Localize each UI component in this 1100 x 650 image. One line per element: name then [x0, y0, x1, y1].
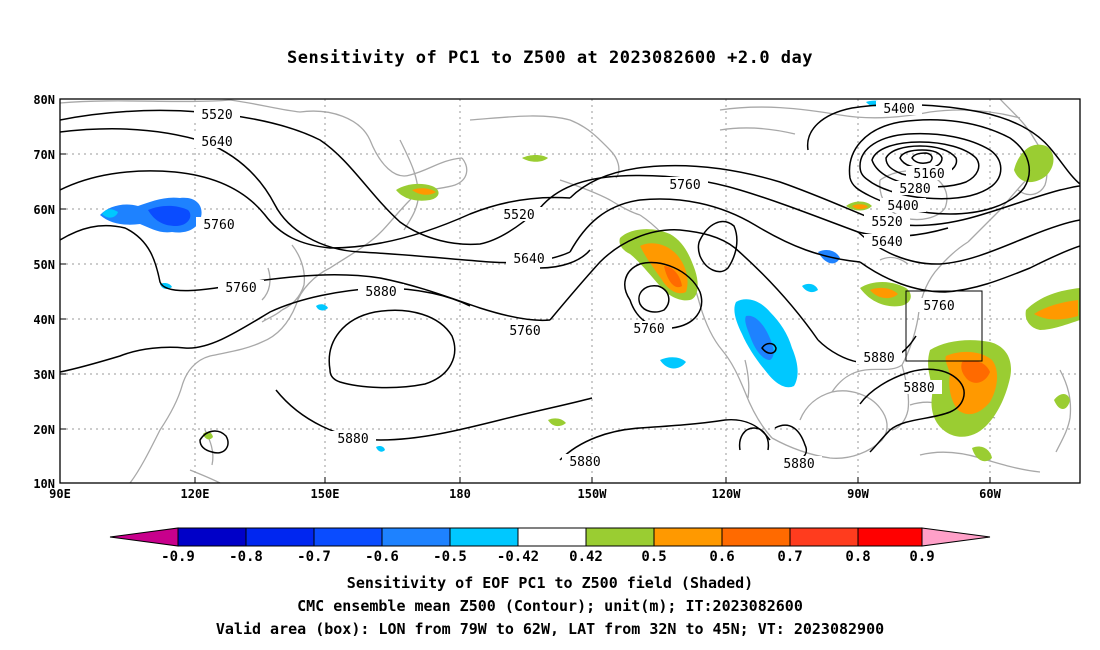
shade-neg-small-3 [376, 446, 385, 452]
map-grid [60, 99, 1080, 483]
colorbar-label: -0.42 [497, 549, 539, 565]
lon-label-90w: 90W [847, 487, 869, 501]
shade-neg-mexico-core [745, 315, 774, 360]
lat-label-30n: 30N [33, 368, 55, 382]
shade-pos-alaska-core [664, 266, 682, 288]
contour-label: 5520 [201, 108, 232, 123]
contour-label: 5520 [871, 215, 902, 230]
lon-label-60w: 60W [979, 487, 1001, 501]
colorbar-label: 0.5 [641, 549, 666, 565]
contour-label: 5400 [883, 102, 914, 117]
contour-label: 5280 [899, 182, 930, 197]
contour-label: 5880 [365, 285, 396, 300]
lon-label-180: 180 [449, 487, 471, 501]
lon-label-90e: 90E [49, 487, 71, 501]
contour-label: 5160 [913, 167, 944, 182]
colorbar-box [517, 527, 587, 547]
contour-label: 5880 [863, 351, 894, 366]
caption-line-2: CMC ensemble mean Z500 (Contour); unit(m… [297, 597, 803, 615]
colorbar-label: 0.6 [709, 549, 734, 565]
shade-pos-small-1 [522, 155, 548, 162]
shade-neg-asia-core [148, 205, 191, 226]
valid-area-box [905, 290, 983, 362]
lon-label-120w: 120W [712, 487, 742, 501]
colorbar-label: -0.6 [365, 549, 399, 565]
contour-label: 5640 [871, 235, 902, 250]
colorbar-box [381, 527, 451, 547]
shade-pos-small-2 [548, 418, 566, 427]
contour-label: 5760 [669, 178, 700, 193]
contour-label: 5640 [201, 135, 232, 150]
sensitivity-shading [100, 100, 1080, 462]
shade-neg-small-1 [160, 283, 172, 289]
contour-label: 5880 [569, 455, 600, 470]
colorbar-label: 0.8 [845, 549, 870, 565]
contour-label: 5880 [903, 381, 934, 396]
caption-line-3: Valid area (box): LON from 79W to 62W, L… [215, 620, 885, 638]
contour-label: 5760 [203, 218, 234, 233]
shade-neg-mexico-2 [660, 357, 686, 369]
lon-label-120e: 120E [181, 487, 210, 501]
colorbar-box [857, 527, 923, 547]
colorbar-box [789, 527, 859, 547]
colorbar-label: -0.9 [161, 549, 195, 565]
colorbar-box [653, 527, 723, 547]
shade-pos-africa [1054, 394, 1070, 410]
contour-labels: 5520 5640 5760 5520 5760 5640 5760 5880 … [194, 101, 962, 472]
colorbar-box [177, 527, 247, 547]
colorbar-label: -0.5 [433, 549, 467, 565]
colorbar-high-end [921, 527, 991, 547]
contour-label: 5880 [783, 457, 814, 472]
colorbar-box [245, 527, 315, 547]
shade-neg-small-2 [316, 304, 328, 311]
shade-pos-greenland [1014, 144, 1054, 183]
lat-label-10n: 10N [33, 477, 55, 491]
lat-label-40n: 40N [33, 313, 55, 327]
contour-label: 5760 [225, 281, 256, 296]
colorbar-box [721, 527, 791, 547]
contour-label: 5760 [633, 322, 664, 337]
shade-neg-small-4 [802, 283, 818, 293]
colorbar-box [313, 527, 383, 547]
contour-label: 5400 [887, 199, 918, 214]
lon-label-150w: 150W [578, 487, 608, 501]
map-title: Sensitivity of PC1 to Z500 at 2023082600… [286, 48, 813, 68]
lat-label-60n: 60N [33, 203, 55, 217]
map-frame [59, 98, 1081, 484]
contour-label: 5880 [337, 432, 368, 447]
axis-ticks [60, 98, 991, 483]
longitude-labels: 90E 120E 150E 180 150W 120W 90W 60W [49, 487, 1001, 501]
lon-label-150e: 150E [311, 487, 340, 501]
shade-pos-atlantic-core [961, 360, 990, 383]
contour-label: 5520 [503, 208, 534, 223]
lat-label-80n: 80N [33, 93, 55, 107]
shade-pos-greatlakes-core [870, 287, 898, 299]
shade-neg-asia-edge [102, 209, 118, 218]
contour-label: 5640 [513, 252, 544, 267]
colorbar-label: -0.7 [297, 549, 331, 565]
colorbar-low-end [109, 527, 179, 547]
lat-label-70n: 70N [33, 148, 55, 162]
shade-pos-east-core [1034, 300, 1078, 320]
latitude-labels: 80N 70N 60N 50N 40N 30N 20N 10N [33, 93, 55, 491]
caption-line-1: Sensitivity of EOF PC1 to Z500 field (Sh… [346, 574, 754, 592]
contour-label: 5760 [509, 324, 540, 339]
colorbar-box [449, 527, 519, 547]
lat-label-50n: 50N [33, 258, 55, 272]
shade-pos-canada-core [852, 204, 868, 210]
colorbar-label: -0.8 [229, 549, 263, 565]
lat-label-20n: 20N [33, 423, 55, 437]
colorbar-label: 0.7 [777, 549, 802, 565]
colorbar-label: 0.9 [909, 549, 934, 565]
colorbar-box [585, 527, 655, 547]
contour-label: 5760 [923, 299, 954, 314]
colorbar-label: 0.42 [569, 549, 603, 565]
shade-pos-atlantic-small [972, 446, 992, 462]
shade-pos-kamchatka-core [412, 188, 436, 195]
colorbar: -0.9 -0.8 -0.7 -0.6 -0.5 -0.42 0.42 0.5 … [109, 527, 991, 565]
